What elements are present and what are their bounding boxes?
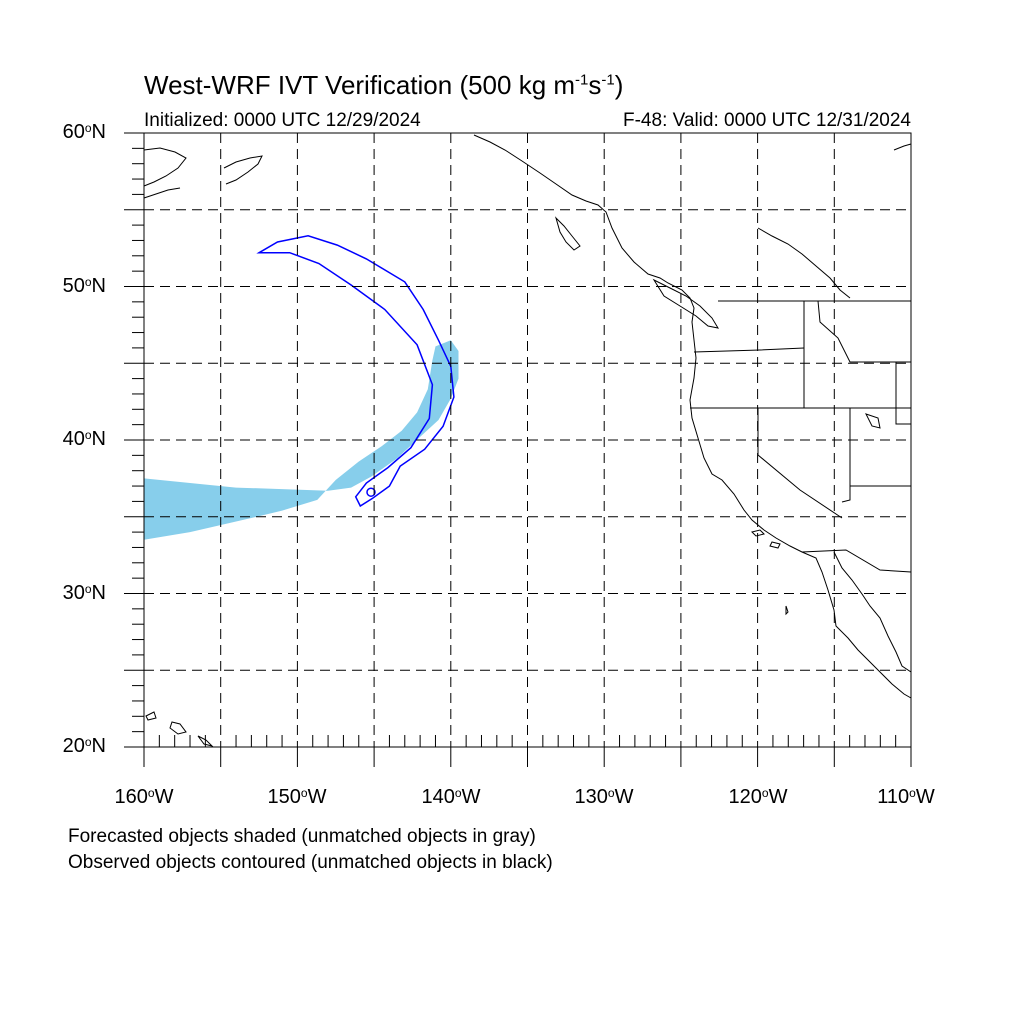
coastline-baja-gulf — [833, 551, 912, 673]
lat-label-60: 60oN — [62, 121, 106, 143]
figure-title: West-WRF IVT Verification (500 kg m-1s-1… — [144, 70, 623, 101]
political-boundary-layer — [690, 300, 912, 573]
lon-label-160w: 160oW — [114, 786, 174, 808]
observed-ivt-contour — [256, 235, 455, 508]
forecast-ivt-object — [144, 340, 459, 540]
border-washington-oregon — [693, 347, 805, 353]
coastline-north-america — [473, 134, 912, 699]
observed-contour-loop — [366, 487, 376, 497]
coastline-layer — [143, 134, 912, 747]
title-exponent-2: -1 — [601, 71, 615, 89]
init-time-label: Initialized: 0000 UTC 12/29/2024 — [144, 110, 421, 131]
lat-label-30: 30oN — [62, 582, 106, 604]
title-text: West-WRF IVT Verification (500 kg m — [144, 70, 576, 100]
legend-observed-note: Observed objects contoured (unmatched ob… — [68, 852, 553, 873]
coastline-haida-gwaii — [554, 216, 581, 251]
lat-label-20: 20oN — [62, 735, 106, 757]
great-salt-lake — [865, 413, 881, 429]
lon-label-140w: 140oW — [421, 786, 481, 808]
coastline-alaska-islands — [143, 147, 263, 199]
legend-forecast-note: Forecasted objects shaded (unmatched obj… — [68, 826, 536, 847]
lon-label-150w: 150oW — [267, 786, 327, 808]
border-california-nevada — [757, 408, 843, 519]
lat-label-40: 40oN — [62, 428, 106, 450]
valid-time-label: F-48: Valid: 0000 UTC 12/31/2024 — [623, 110, 911, 131]
forecast-object-layer — [144, 340, 459, 540]
lon-label-130w: 130oW — [574, 786, 634, 808]
title-unit-s: s — [588, 70, 602, 100]
title-close: ) — [614, 70, 624, 100]
border-idaho-montana — [817, 300, 911, 363]
border-nevada-utah — [841, 408, 851, 503]
axis-ticks — [124, 132, 912, 767]
lat-lon-gridlines — [144, 133, 911, 747]
lat-label-50: 50oN — [62, 275, 106, 297]
border-wyoming — [895, 362, 911, 425]
lon-label-110w: 110oW — [877, 786, 935, 808]
coastline-hawaii — [145, 711, 214, 747]
lon-label-120w: 120oW — [728, 786, 788, 808]
coastline-canada-north — [757, 143, 912, 299]
title-exponent-1: -1 — [575, 71, 589, 89]
coastline-channel-islands — [751, 529, 789, 616]
border-us-mexico — [801, 549, 912, 573]
